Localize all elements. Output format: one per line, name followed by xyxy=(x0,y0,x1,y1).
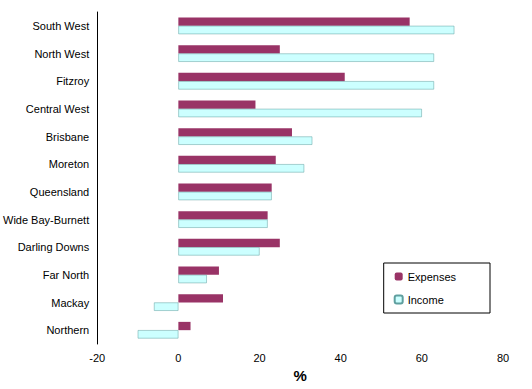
svg-text:South West: South West xyxy=(33,20,90,32)
svg-text:-20: -20 xyxy=(89,352,105,364)
svg-text:Darling Downs: Darling Downs xyxy=(18,241,90,253)
svg-text:60: 60 xyxy=(416,352,428,364)
svg-text:Expenses: Expenses xyxy=(408,271,457,283)
svg-text:Income: Income xyxy=(408,294,444,306)
svg-text:0: 0 xyxy=(175,352,181,364)
svg-text:Wide Bay-Burnett: Wide Bay-Burnett xyxy=(3,214,89,226)
svg-text:20: 20 xyxy=(253,352,265,364)
svg-text:Far North: Far North xyxy=(43,269,89,281)
svg-text:80: 80 xyxy=(497,352,509,364)
svg-text:Moreton: Moreton xyxy=(49,158,89,170)
svg-text:Northern: Northern xyxy=(46,324,89,336)
svg-text:Central West: Central West xyxy=(26,103,89,115)
svg-text:North West: North West xyxy=(34,48,89,60)
svg-text:Brisbane: Brisbane xyxy=(46,131,89,143)
svg-text:Queensland: Queensland xyxy=(30,186,89,198)
svg-text:Fitzroy: Fitzroy xyxy=(56,75,90,87)
svg-text:%: % xyxy=(293,367,306,384)
svg-text:Mackay: Mackay xyxy=(51,297,89,309)
svg-text:40: 40 xyxy=(335,352,347,364)
